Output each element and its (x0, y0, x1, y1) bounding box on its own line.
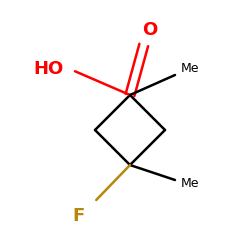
Text: O: O (142, 21, 158, 39)
Text: F: F (72, 207, 85, 225)
Text: Me: Me (181, 62, 200, 75)
Text: Me: Me (181, 177, 200, 190)
Text: HO: HO (34, 60, 64, 78)
